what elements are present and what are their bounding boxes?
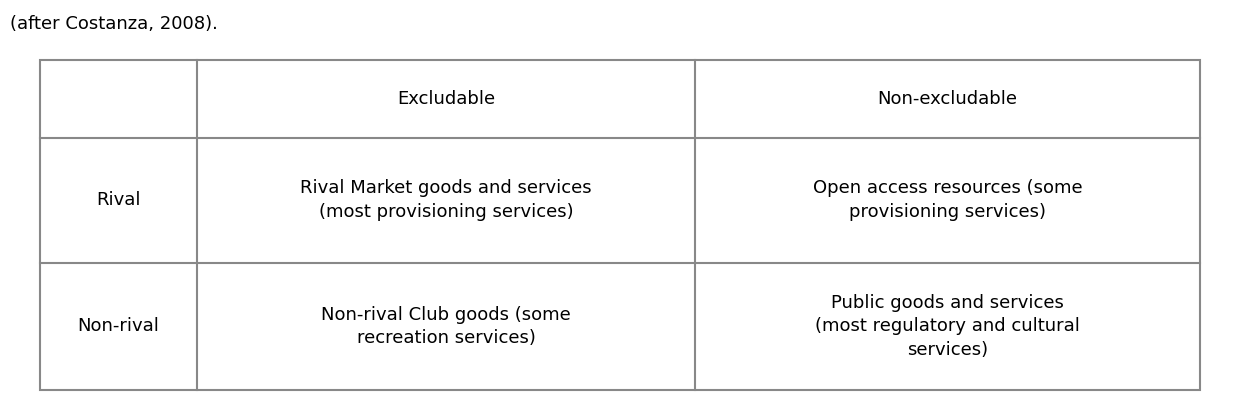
Text: Non-rival: Non-rival (78, 318, 159, 335)
Text: Rival Market goods and services
(most provisioning services): Rival Market goods and services (most pr… (300, 179, 592, 221)
Text: Open access resources (some
provisioning services): Open access resources (some provisioning… (813, 179, 1083, 221)
Text: Non-excludable: Non-excludable (878, 90, 1017, 108)
Text: Non-rival Club goods (some
recreation services): Non-rival Club goods (some recreation se… (321, 306, 571, 347)
Text: Public goods and services
(most regulatory and cultural
services): Public goods and services (most regulato… (816, 294, 1080, 359)
Text: Excludable: Excludable (397, 90, 496, 108)
Text: (after Costanza, 2008).: (after Costanza, 2008). (10, 15, 218, 33)
Text: Rival: Rival (96, 191, 141, 209)
Bar (40, 60, 1200, 390)
